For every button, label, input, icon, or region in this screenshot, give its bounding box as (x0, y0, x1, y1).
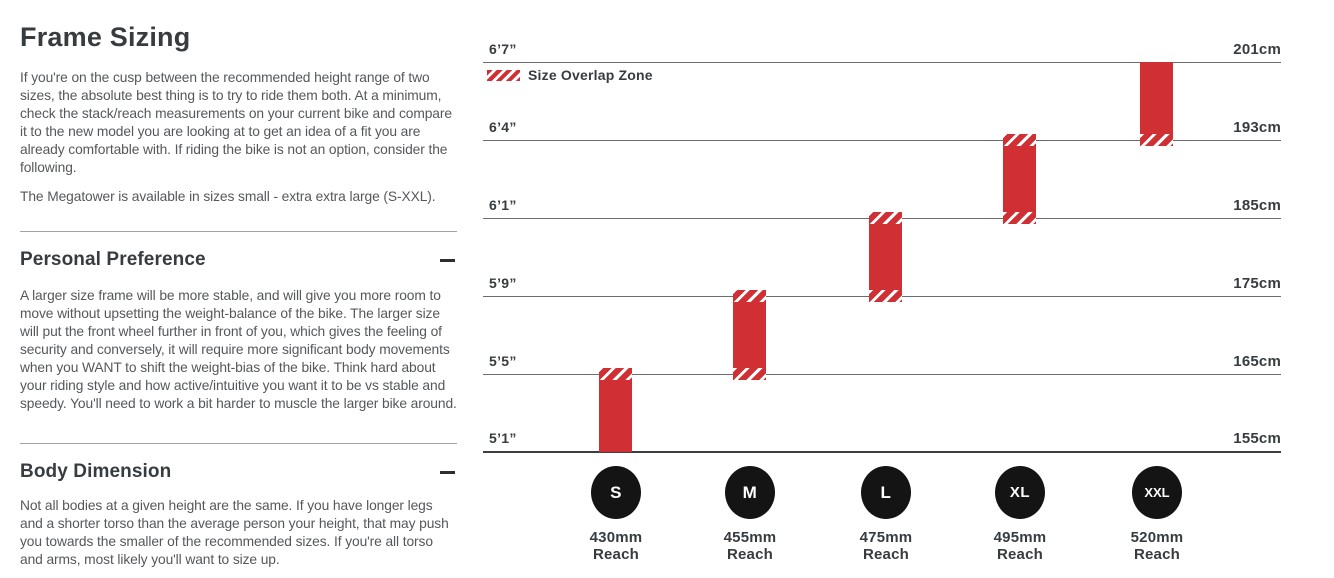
personal-preference-paragraph: A larger size frame will be more stable,… (20, 288, 457, 411)
tick-imperial: 6’4” (489, 119, 517, 135)
reach-label-xxl: 520mm Reach (1097, 529, 1217, 563)
tick-metric: 193cm (1233, 119, 1281, 136)
section-divider (20, 443, 457, 444)
frame-sizing-chart: 6’7” 6’4” 6’1” 5’9” 5’5” 5’1” 201cm 193c… (483, 0, 1281, 578)
tick-imperial: 5’9” (489, 275, 517, 291)
size-bar-xxl (1140, 62, 1173, 146)
tick-imperial: 6’1” (489, 197, 517, 213)
section-title: Personal Preference (20, 249, 206, 270)
reach-value: 475mm (859, 529, 913, 546)
reach-caption: Reach (726, 546, 774, 563)
reach-value: 430mm (589, 529, 643, 546)
size-badge-label: L (880, 482, 892, 502)
overlap-zone-icon (599, 368, 632, 380)
reach-caption: Reach (1133, 546, 1181, 563)
gridline-155cm (483, 451, 1281, 453)
tick-metric: 175cm (1233, 275, 1281, 292)
body-dimension-paragraph: Not all bodies at a given height are the… (20, 498, 449, 567)
size-badge-label: XL (1009, 484, 1031, 501)
reach-value: 520mm (1130, 529, 1184, 546)
overlap-zone-icon (869, 290, 902, 302)
size-badge-s: S (591, 466, 641, 519)
minus-icon[interactable] (440, 258, 455, 262)
size-bar-m (733, 290, 766, 380)
reach-value: 455mm (723, 529, 777, 546)
legend: Size Overlap Zone (487, 67, 653, 83)
tick-metric: 165cm (1233, 353, 1281, 370)
size-badge-xxl: XXL (1132, 466, 1182, 519)
overlap-zone-icon (1140, 134, 1173, 146)
size-bar-xl (1003, 134, 1036, 224)
overlap-zone-icon (1003, 212, 1036, 224)
size-badge-label: S (610, 482, 622, 502)
reach-label-l: 475mm Reach (826, 529, 946, 563)
frame-sizing-panel: Frame Sizing If you're on the cusp betwe… (20, 0, 457, 578)
page-title: Frame Sizing (20, 22, 191, 52)
section-title: Body Dimension (20, 461, 172, 482)
overlap-hatch-icon (487, 69, 520, 81)
tick-imperial: 5’1” (489, 430, 517, 446)
reach-caption: Reach (996, 546, 1044, 563)
overlap-zone-icon (1003, 134, 1036, 146)
overlap-zone-icon (733, 290, 766, 302)
reach-caption: Reach (592, 546, 640, 563)
gridline-201cm (483, 62, 1281, 63)
reach-label-m: 455mm Reach (690, 529, 810, 563)
section-header-body-dimension[interactable]: Body Dimension (20, 461, 457, 483)
tick-metric: 155cm (1233, 430, 1281, 447)
overlap-zone-icon (733, 368, 766, 380)
size-badge-xl: XL (995, 466, 1045, 519)
gridline-193cm (483, 140, 1281, 141)
gridline-165cm (483, 374, 1281, 375)
overlap-zone-icon (869, 212, 902, 224)
reach-label-xl: 495mm Reach (960, 529, 1080, 563)
availability-paragraph: The Megatower is available in sizes smal… (20, 189, 436, 204)
tick-metric: 201cm (1233, 41, 1281, 58)
reach-caption: Reach (862, 546, 910, 563)
size-bar-l (869, 212, 902, 302)
size-badge-m: M (725, 466, 775, 519)
reach-value: 495mm (993, 529, 1047, 546)
tick-imperial: 6’7” (489, 41, 517, 57)
size-badge-l: L (861, 466, 911, 519)
tick-imperial: 5’5” (489, 353, 517, 369)
intro-paragraph: If you're on the cusp between the recomm… (20, 70, 452, 175)
size-badge-label: XXL (1144, 485, 1170, 500)
section-header-personal-preference[interactable]: Personal Preference (20, 249, 457, 271)
minus-icon[interactable] (440, 470, 455, 474)
section-divider (20, 231, 457, 232)
tick-metric: 185cm (1233, 197, 1281, 214)
size-badge-label: M (742, 482, 758, 502)
size-bar-s (599, 368, 632, 452)
reach-label-s: 430mm Reach (556, 529, 676, 563)
legend-label: Size Overlap Zone (528, 67, 653, 83)
